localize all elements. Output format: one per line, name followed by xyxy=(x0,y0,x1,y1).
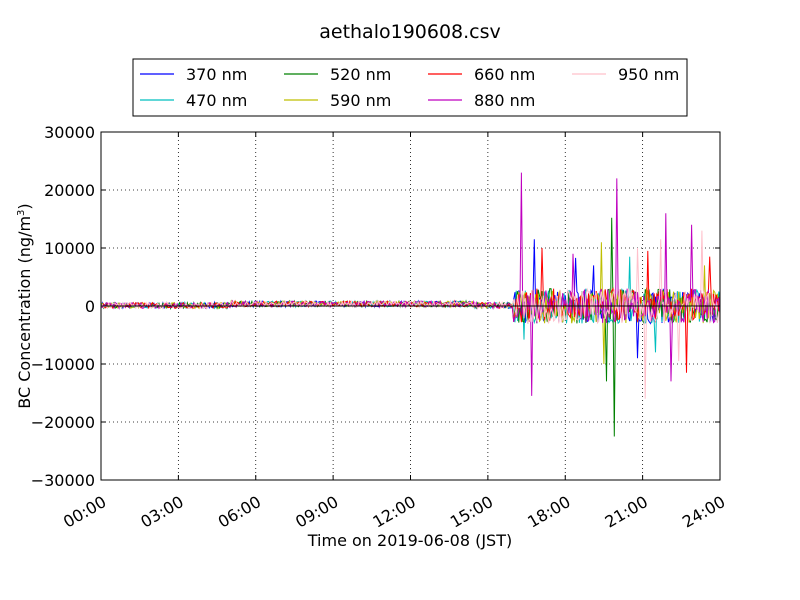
x-tick-label: 12:00 xyxy=(369,492,418,532)
y-tick-label: −10000 xyxy=(31,355,95,374)
legend-label: 660 nm xyxy=(474,65,535,84)
x-tick-label: 06:00 xyxy=(215,492,264,532)
y-axis-label-end: ) xyxy=(15,203,34,209)
y-tick-label: 0 xyxy=(85,297,95,316)
y-tick-label: −30000 xyxy=(31,471,95,490)
legend-label: 950 nm xyxy=(618,65,679,84)
legend: 370 nm 470 nm 520 nm 590 nm 660 nm 880 nm 950 … xyxy=(132,58,688,117)
x-axis-ticks: 00:00 03:00 06:00 09:00 12:00 15:00 18:00 21:00… xyxy=(60,132,728,532)
x-tick-label: 24:00 xyxy=(679,492,728,532)
series-line xyxy=(100,217,721,437)
series-line xyxy=(100,247,721,373)
y-tick-label: 20000 xyxy=(44,181,95,200)
x-axis-label: Time on 2019-06-08 (JST) xyxy=(307,531,512,550)
legend-box xyxy=(132,58,688,117)
y-axis-label-sup: 3 xyxy=(16,210,27,216)
chart-title: aethalo190608.csv xyxy=(319,21,501,43)
y-tick-label: 10000 xyxy=(44,239,95,258)
x-tick-label: 18:00 xyxy=(524,492,573,532)
x-tick-label: 00:00 xyxy=(60,492,109,532)
plot-frame xyxy=(100,131,721,481)
legend-label: 470 nm xyxy=(186,91,247,110)
y-tick-label: −20000 xyxy=(31,413,95,432)
series-line xyxy=(100,230,721,399)
y-axis-label-main: BC Concentration (ng/m xyxy=(15,216,34,409)
x-tick-label: 21:00 xyxy=(602,492,651,532)
legend-label: 520 nm xyxy=(330,65,391,84)
x-tick-label: 09:00 xyxy=(292,492,341,532)
y-axis-label: BC Concentration (ng/m3) xyxy=(15,203,34,408)
x-tick-label: 03:00 xyxy=(137,492,186,532)
y-axis-ticks: 30000 20000 10000 0 −10000 −20000 −30000 xyxy=(31,123,720,490)
y-tick-label: 30000 xyxy=(44,123,95,142)
x-tick-label: 15:00 xyxy=(447,492,496,532)
legend-label: 590 nm xyxy=(330,91,391,110)
legend-label: 880 nm xyxy=(474,91,535,110)
legend-label: 370 nm xyxy=(186,65,247,84)
